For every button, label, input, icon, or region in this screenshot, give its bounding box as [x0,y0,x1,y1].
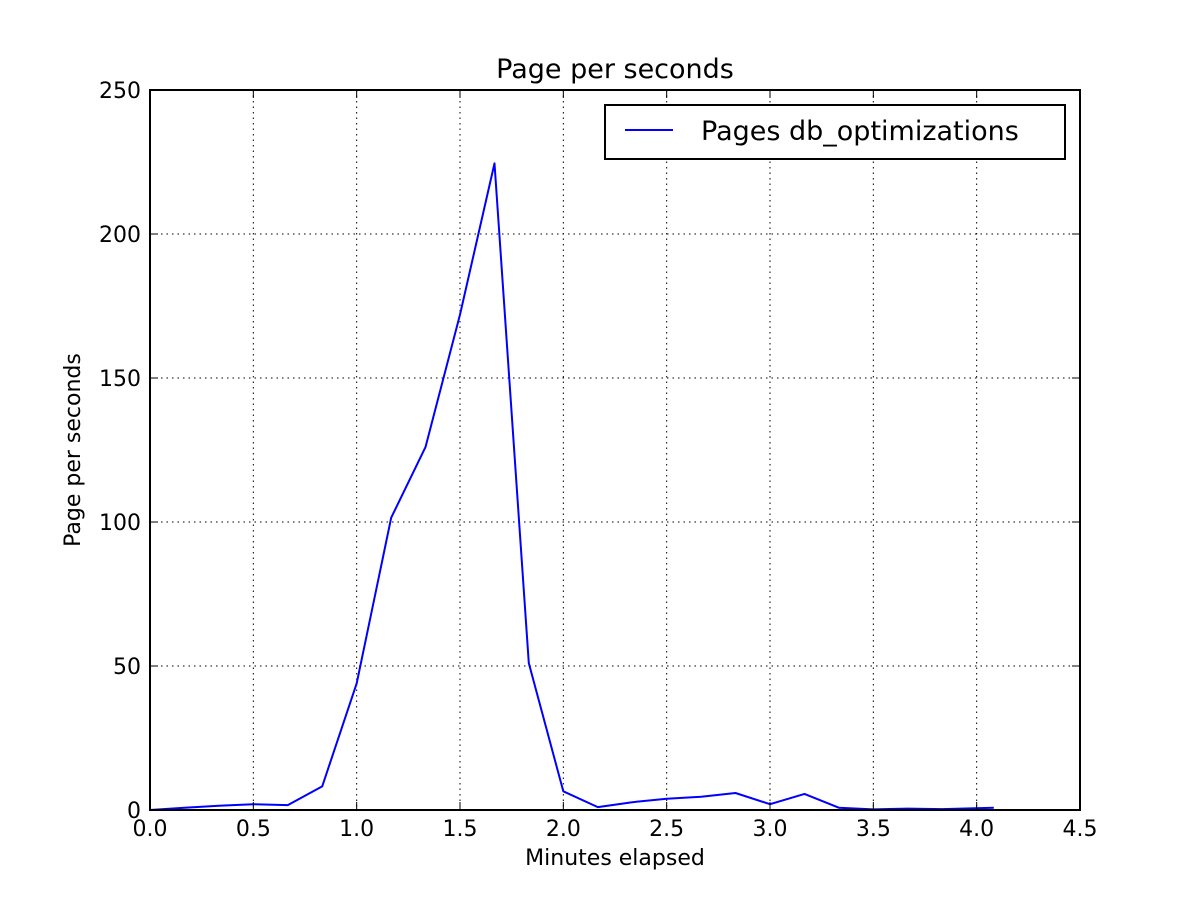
x-tick-label: 0.5 [236,817,271,842]
plot-area [150,90,1080,810]
y-tick-label: 100 [99,511,141,536]
y-tick-label: 200 [99,223,141,248]
x-tick-label: 3.5 [856,817,891,842]
y-tick-label: 50 [113,655,141,680]
x-tick-label: 4.5 [1063,817,1098,842]
x-tick-label: 1.0 [339,817,374,842]
y-tick-label: 250 [99,79,141,104]
x-tick-label: 3.0 [753,817,788,842]
x-tick-label: 4.0 [959,817,994,842]
x-tick-label: 2.5 [649,817,684,842]
legend: Pages db_optimizations [605,105,1065,159]
x-tick-label: 2.0 [546,817,581,842]
chart-title: Page per seconds [496,54,734,85]
y-tick-label: 150 [99,367,141,392]
y-axis-label: Page per seconds [61,353,86,547]
legend-label: Pages db_optimizations [701,116,1019,147]
x-tick-label: 1.5 [443,817,478,842]
y-tick-label: 0 [127,799,141,824]
x-axis-label: Minutes elapsed [525,846,705,871]
